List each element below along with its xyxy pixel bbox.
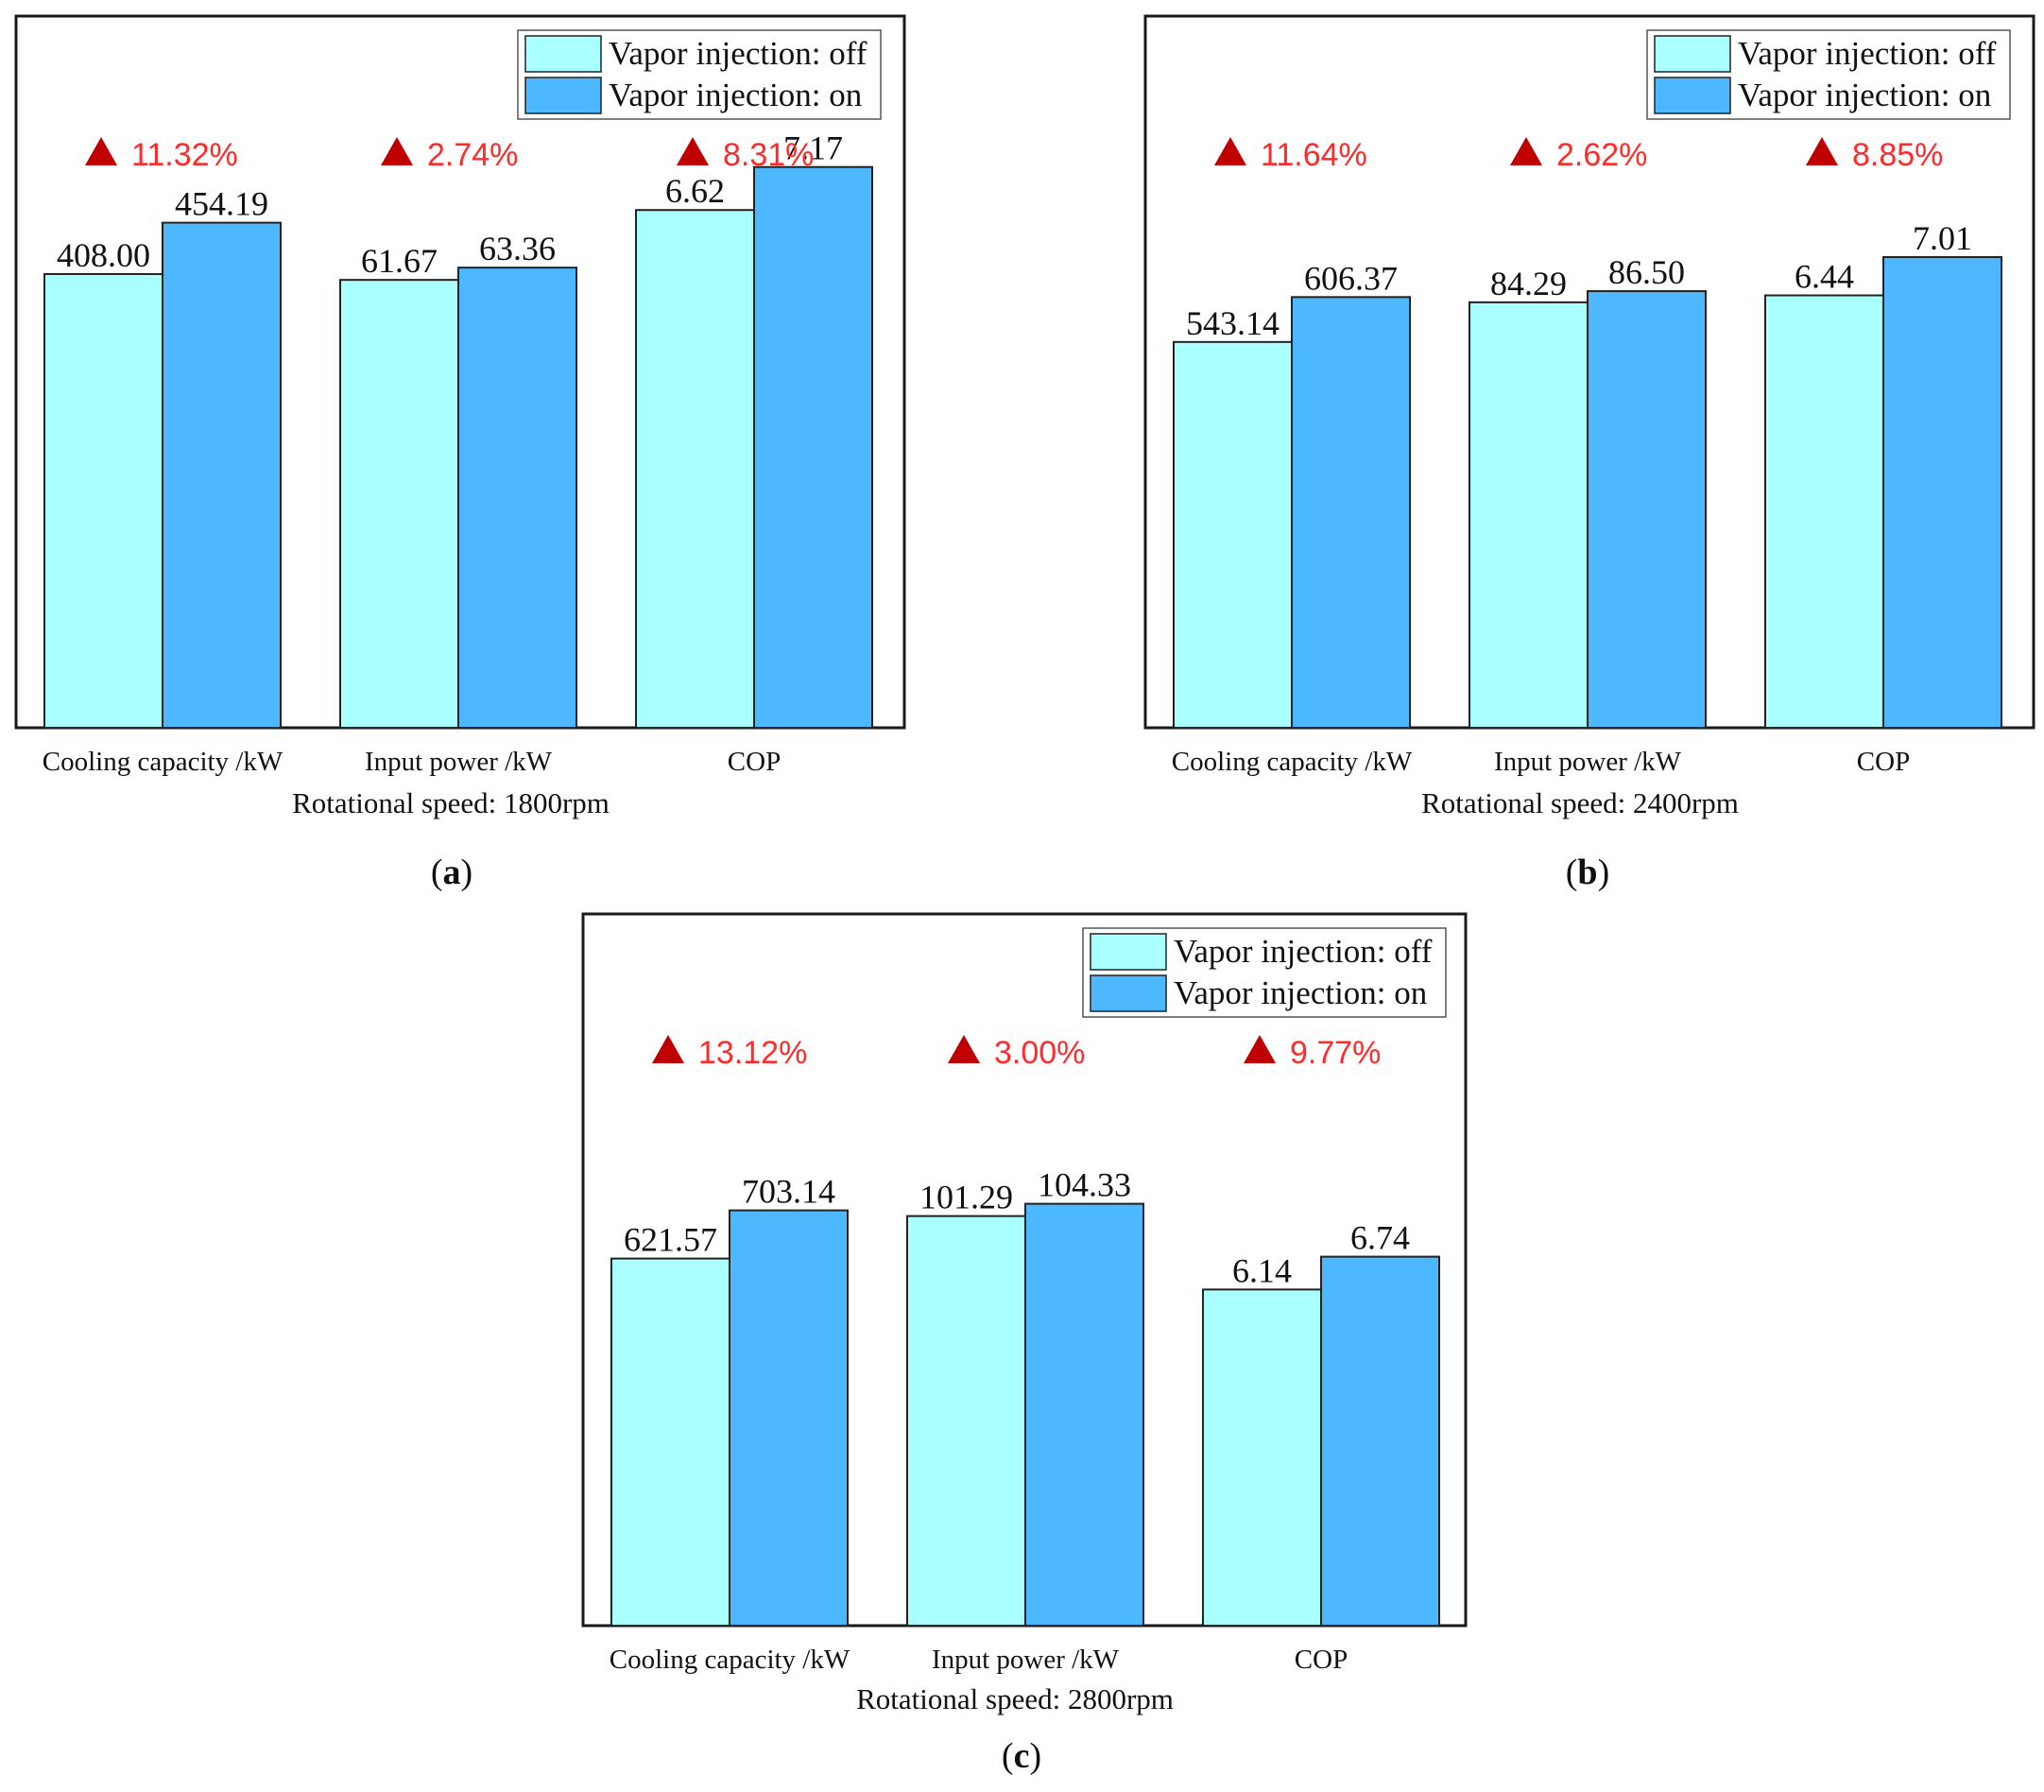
category-label-2: Input power /kW (932, 1645, 1120, 1675)
chart-b-svg: 543.14 606.37 Cooling capacity /kW 11.64% 84… (1143, 14, 2035, 892)
bar-off-3 (1764, 294, 1884, 729)
increase-label-2: 3.00% (994, 1035, 1085, 1071)
data-label-off-2: 61.67 (361, 242, 438, 280)
bar-off-2 (906, 1215, 1026, 1627)
category-label-3: COP (1295, 1645, 1348, 1675)
bar-on-1 (162, 221, 282, 730)
legend-label-on: Vapor injection: on (1174, 974, 1427, 1011)
legend-label-off: Vapor injection: off (1174, 933, 1433, 970)
legend-swatch-on (1654, 77, 1731, 114)
bar-on-3 (1320, 1255, 1440, 1627)
bar-off-3 (635, 209, 755, 729)
increase-arrow-icon (677, 137, 709, 165)
category-label-1: Cooling capacity /kW (610, 1645, 850, 1675)
legend-swatch-on (524, 77, 602, 114)
increase-arrow-icon (1244, 1035, 1276, 1063)
subfigure-label: (b) (1566, 853, 1609, 892)
x-axis-title: Rotational speed: 2800rpm (856, 1682, 1174, 1715)
bar-off-1 (1173, 340, 1293, 729)
data-label-off-1: 621.57 (624, 1221, 717, 1259)
bar-on-3 (1882, 256, 2002, 729)
chart-c-svg: 621.57 703.14 Cooling capacity /kW 13.12% 10… (581, 912, 1468, 1776)
category-label-3: COP (1857, 747, 1910, 777)
category-label-1: Cooling capacity /kW (1172, 747, 1413, 777)
data-label-off-1: 543.14 (1186, 304, 1280, 342)
subfigure-label: (a) (431, 853, 472, 892)
bar-on-1 (729, 1209, 849, 1627)
legend-label-on: Vapor injection: on (1738, 77, 1991, 113)
increase-label-3: 9.77% (1290, 1035, 1381, 1071)
data-label-on-3: 7.17 (783, 129, 843, 167)
legend-swatch-off (1090, 933, 1167, 971)
increase-label-1: 11.32% (131, 137, 238, 173)
data-label-on-1: 454.19 (175, 185, 268, 223)
bar-off-1 (43, 272, 163, 729)
increase-arrow-icon (652, 1035, 684, 1063)
increase-arrow-icon (381, 137, 413, 165)
increase-label-3: 8.31% (723, 137, 814, 173)
increase-arrow-icon (948, 1035, 980, 1063)
increase-label-3: 8.85% (1852, 137, 1943, 173)
category-label-2: Input power /kW (1494, 747, 1682, 777)
legend-label-off: Vapor injection: off (609, 35, 867, 72)
legend-swatch-off (1654, 35, 1731, 73)
data-label-on-3: 7.01 (1913, 219, 1972, 257)
category-label-1: Cooling capacity /kW (43, 747, 283, 777)
bar-on-3 (753, 165, 873, 729)
data-label-on-1: 703.14 (742, 1173, 835, 1211)
chart-panel-b: 543.14 606.37 Cooling capacity /kW 11.64% 84… (1129, 0, 2044, 907)
legend-label-on: Vapor injection: on (609, 77, 862, 113)
increase-arrow-icon (1510, 137, 1542, 165)
data-label-on-2: 63.36 (479, 230, 556, 267)
increase-label-1: 13.12% (698, 1035, 807, 1071)
increase-arrow-icon (1806, 137, 1838, 165)
legend-label-off: Vapor injection: off (1738, 35, 1997, 72)
bar-off-1 (610, 1257, 730, 1627)
chart-a-svg: 408.00 454.19 Cooling capacity /kW 11.32% 61… (14, 14, 906, 892)
bar-on-1 (1291, 296, 1411, 729)
increase-label-2: 2.74% (427, 137, 518, 173)
bar-off-3 (1202, 1288, 1322, 1627)
data-label-off-2: 101.29 (919, 1179, 1013, 1216)
bar-on-2 (1587, 290, 1707, 729)
data-label-off-3: 6.44 (1795, 258, 1854, 296)
data-label-off-2: 84.29 (1490, 265, 1567, 302)
legend-swatch-off (524, 35, 602, 73)
data-label-off-3: 6.14 (1232, 1251, 1292, 1289)
subfigure-label: (c) (1002, 1736, 1041, 1776)
data-label-off-1: 408.00 (57, 236, 150, 274)
increase-arrow-icon (1214, 137, 1246, 165)
increase-label-2: 2.62% (1556, 137, 1647, 173)
bar-off-2 (339, 279, 459, 729)
bar-on-2 (1024, 1202, 1144, 1627)
x-axis-title: Rotational speed: 2400rpm (1421, 786, 1739, 819)
bar-on-2 (457, 267, 577, 729)
data-label-on-2: 104.33 (1038, 1166, 1131, 1204)
increase-label-1: 11.64% (1261, 137, 1367, 173)
chart-panel-a: 408.00 454.19 Cooling capacity /kW 11.32% 61… (0, 0, 945, 907)
data-label-on-2: 86.50 (1608, 253, 1685, 291)
legend-swatch-on (1090, 974, 1167, 1012)
chart-panel-c: 621.57 703.14 Cooling capacity /kW 13.12% 10… (567, 898, 1512, 1792)
category-label-2: Input power /kW (365, 747, 553, 777)
data-label-off-3: 6.62 (665, 172, 725, 210)
data-label-on-1: 606.37 (1304, 259, 1398, 297)
increase-arrow-icon (85, 137, 117, 165)
category-label-3: COP (728, 747, 781, 777)
data-label-on-3: 6.74 (1350, 1219, 1410, 1257)
x-axis-title: Rotational speed: 1800rpm (292, 786, 610, 819)
bar-off-2 (1469, 301, 1589, 729)
